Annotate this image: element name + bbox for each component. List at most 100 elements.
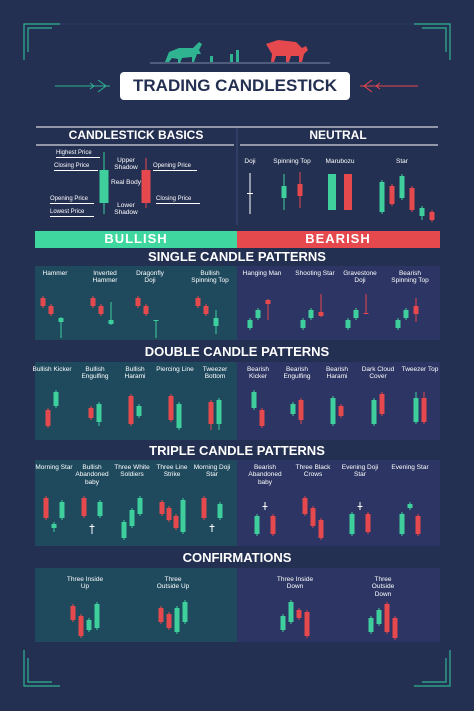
candle	[166, 508, 172, 520]
bull-icon	[165, 42, 202, 63]
candle	[78, 616, 84, 636]
candle	[419, 208, 425, 216]
candle	[413, 306, 419, 314]
candle	[409, 188, 415, 210]
candle	[308, 310, 314, 318]
candle	[251, 392, 257, 408]
pattern-label: Three Black Crows	[295, 464, 331, 479]
pattern-label: Three White Soldiers	[114, 464, 150, 479]
candle	[166, 614, 172, 628]
candle	[182, 602, 188, 622]
candle	[158, 608, 164, 622]
candle	[121, 522, 127, 538]
candle	[389, 186, 395, 204]
pattern-label: Hammer	[42, 270, 68, 277]
candle	[395, 320, 401, 328]
pattern-label: Tweezer Bottom	[202, 366, 228, 381]
bear-icon	[266, 40, 308, 62]
section-title: DOUBLE CANDLE PATTERNS	[144, 344, 330, 359]
candle	[58, 318, 64, 322]
candle	[70, 606, 76, 620]
pattern-label: Hanging Man	[242, 270, 282, 277]
candle	[376, 610, 382, 624]
basics-label: Real Body	[111, 179, 141, 186]
candle	[201, 498, 207, 518]
title: TRADING CANDLESTICK	[133, 76, 337, 95]
pattern-label: Three Line Strike	[156, 464, 188, 479]
basics-label: Lower Shadow	[114, 202, 138, 217]
rules	[36, 126, 438, 225]
pattern-label: Gravestone Doji	[343, 270, 377, 285]
candle	[318, 520, 324, 538]
candle	[384, 604, 390, 632]
candle	[90, 298, 96, 306]
candle	[255, 310, 261, 318]
pattern-label: Tweezer Top	[401, 366, 439, 373]
basics-label: Highest Price	[56, 150, 100, 158]
candle	[281, 186, 287, 198]
candle	[259, 410, 265, 426]
candle	[89, 526, 95, 527]
candle	[421, 398, 427, 422]
section-header: NEUTRAL	[309, 128, 367, 142]
bullish-bar	[35, 231, 237, 248]
pattern-label: Bullish Harami	[124, 366, 146, 381]
candle	[40, 298, 46, 306]
candle	[368, 618, 374, 632]
section-header: CANDLESTICK BASICS	[68, 128, 204, 142]
section-title: TRIPLE CANDLE PATTERNS	[149, 443, 325, 458]
basics-label: Closing Price	[54, 163, 98, 171]
pattern-label: Bullish Kicker	[32, 366, 72, 373]
frame	[23, 23, 451, 687]
candle	[407, 504, 413, 508]
candle	[262, 506, 268, 507]
pattern-label: Bearish Kicker	[246, 366, 270, 381]
candle	[345, 320, 351, 328]
candle	[136, 406, 142, 416]
basics-label: Closing Price	[156, 196, 200, 204]
candle	[48, 306, 54, 314]
candle	[159, 502, 165, 514]
candle	[349, 514, 355, 534]
candle	[143, 306, 149, 314]
candle	[81, 498, 87, 516]
neutral-label: Spinning Top	[273, 158, 311, 165]
candle	[399, 514, 405, 534]
pattern-label: Shooting Star	[295, 270, 335, 277]
candle	[353, 310, 359, 318]
ornament	[55, 79, 110, 93]
candle	[137, 498, 143, 514]
panels	[35, 266, 440, 642]
candle	[338, 406, 344, 416]
candle	[288, 602, 294, 622]
candle	[363, 313, 369, 314]
pattern-label: Piercing Line	[156, 366, 194, 373]
candle	[174, 608, 180, 632]
candle	[43, 498, 49, 518]
pattern-label: Morning Star	[35, 464, 73, 471]
candle	[153, 320, 159, 321]
candle	[98, 306, 104, 314]
candle	[371, 400, 377, 424]
pattern-label: Bullish Engulfing	[81, 366, 109, 381]
neutral-label: Star	[396, 158, 408, 165]
candle	[53, 392, 59, 406]
candle	[176, 404, 182, 428]
bullish-header: BULLISH	[104, 231, 168, 246]
candle	[247, 193, 253, 194]
candle	[318, 312, 324, 316]
chart-icon	[210, 50, 239, 62]
pattern-label: Bullish Spinning Top	[191, 270, 229, 285]
basics-label: Opening Price	[50, 196, 94, 204]
candle	[310, 508, 316, 526]
candle	[304, 612, 310, 636]
candle	[203, 306, 209, 314]
candle	[88, 408, 94, 418]
candle	[129, 510, 135, 526]
candle	[280, 616, 286, 630]
pattern-label: Three Outside Down	[371, 576, 395, 598]
candle	[399, 176, 405, 198]
pattern-label: Bearish Spinning Top	[391, 270, 429, 285]
pattern-label: Bullish Abandoned baby	[75, 464, 109, 486]
